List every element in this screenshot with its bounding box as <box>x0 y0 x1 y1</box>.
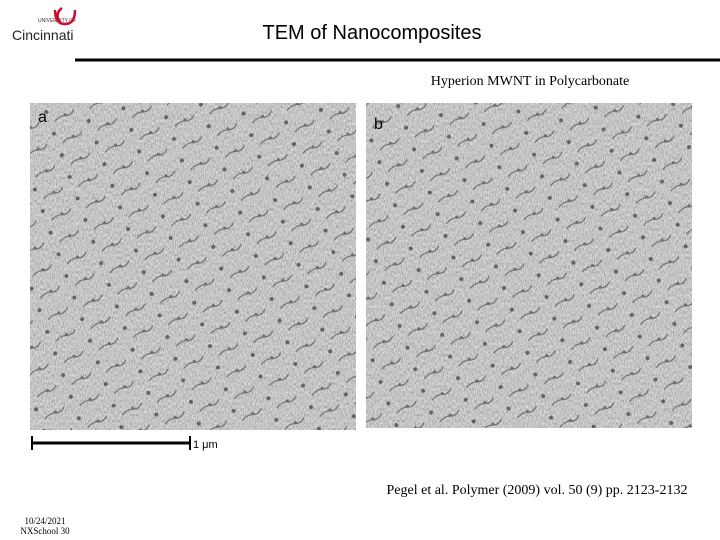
image-texture <box>30 103 356 430</box>
citation: Pegel et al. Polymer (2009) vol. 50 (9) … <box>387 483 688 498</box>
micrograph-b: b <box>366 103 692 428</box>
scale-bar <box>31 436 191 450</box>
image-texture <box>366 103 692 428</box>
footer-slide: NXSchool 30 <box>20 526 70 536</box>
micrograph-a: a <box>30 103 356 430</box>
subtitle: Hyperion MWNT in Polycarbonate <box>431 74 629 89</box>
slide-title: TEM of Nanocomposites <box>263 22 482 44</box>
scale-label: 1 μm <box>193 439 218 451</box>
panel-label: b <box>374 116 383 133</box>
logo-mark <box>53 7 77 26</box>
footer-date: 10/24/2021 <box>24 516 65 526</box>
logo: UNIVERSITY OF Cincinnati <box>12 7 77 43</box>
logo-name: Cincinnati <box>12 27 73 43</box>
panel-label: a <box>38 109 47 126</box>
